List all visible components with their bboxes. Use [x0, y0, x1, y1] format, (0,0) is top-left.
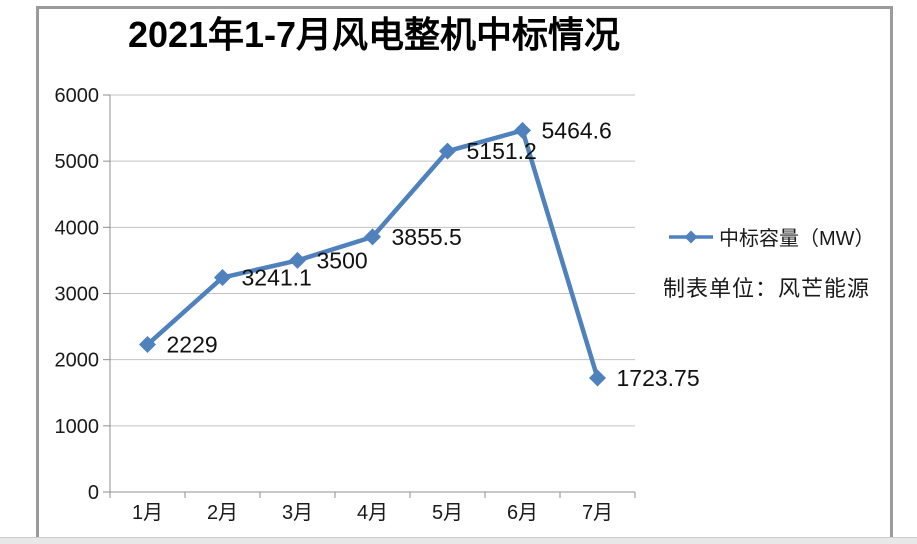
- y-tick-label: 0: [88, 482, 99, 504]
- data-point-marker: [589, 369, 606, 387]
- data-label: 1723.75: [617, 365, 700, 391]
- data-label: 2229: [167, 332, 218, 358]
- data-label: 3241.1: [242, 265, 312, 291]
- y-tick-label: 5000: [55, 151, 100, 173]
- data-point-marker: [439, 142, 456, 160]
- chart-source-note: 制表单位：风芒能源: [663, 276, 871, 301]
- y-tick-label: 2000: [55, 350, 100, 372]
- chart-title: 2021年1-7月风电整机中标情况: [127, 14, 621, 55]
- data-point-marker: [214, 269, 231, 287]
- data-label: 5151.2: [467, 138, 537, 164]
- x-tick-label: 2月: [207, 502, 238, 524]
- bottom-strip: [0, 537, 917, 544]
- data-point-marker: [139, 336, 156, 354]
- legend[interactable]: 中标容量（MW）: [668, 222, 875, 251]
- x-tick-label: 5月: [432, 502, 463, 524]
- data-label: 5464.6: [542, 117, 612, 143]
- x-tick-label: 1月: [132, 502, 163, 524]
- data-point-marker: [514, 121, 531, 139]
- data-label: 3855.5: [392, 224, 462, 250]
- y-tick-label: 6000: [55, 85, 100, 107]
- y-tick-label: 4000: [55, 217, 100, 239]
- x-tick-label: 6月: [507, 502, 538, 524]
- data-point-marker: [364, 228, 381, 246]
- legend-series-marker-icon: [669, 230, 713, 243]
- x-tick-label: 7月: [582, 502, 613, 524]
- data-point-marker: [289, 251, 306, 269]
- x-tick-label: 3月: [282, 502, 313, 524]
- y-tick-label: 1000: [55, 416, 100, 438]
- y-tick-label: 3000: [55, 284, 100, 306]
- data-label: 3500: [317, 247, 368, 273]
- x-tick-label: 4月: [357, 502, 388, 524]
- legend-series-label: 中标容量（MW）: [719, 228, 875, 250]
- legend-diamond: [684, 230, 698, 243]
